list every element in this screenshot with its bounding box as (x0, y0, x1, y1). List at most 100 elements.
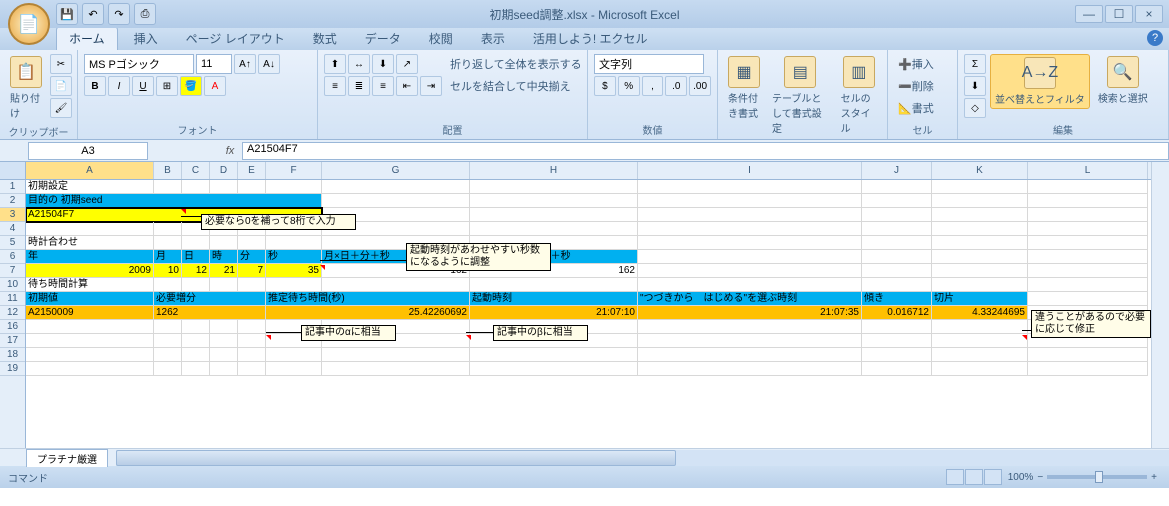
cell-J10[interactable] (862, 278, 932, 292)
grow-font-button[interactable]: A↑ (234, 54, 256, 74)
cell-H19[interactable] (470, 362, 638, 376)
col-header-E[interactable]: E (238, 162, 266, 179)
cell-I4[interactable] (638, 222, 862, 236)
clear-button[interactable]: ◇ (964, 98, 986, 118)
cell-K1[interactable] (932, 180, 1028, 194)
cell-J16[interactable] (862, 320, 932, 334)
cell-L18[interactable] (1028, 348, 1148, 362)
format-painter-button[interactable]: 🖌 (50, 98, 72, 118)
ribbon-tab-2[interactable]: ページ レイアウト (174, 27, 297, 50)
cell-D18[interactable] (210, 348, 238, 362)
wrap-text-button[interactable]: 折り返して全体を表示する (446, 54, 586, 74)
cell-A12[interactable]: A2150009 (26, 306, 154, 320)
cell-A19[interactable] (26, 362, 154, 376)
cell-G1[interactable] (322, 180, 470, 194)
cell-H18[interactable] (470, 348, 638, 362)
cell-K6[interactable] (932, 250, 1028, 264)
normal-view-button[interactable] (946, 469, 964, 485)
cell-L10[interactable] (1028, 278, 1148, 292)
comma-button[interactable]: , (642, 76, 664, 96)
cell-I3[interactable] (638, 208, 862, 222)
ribbon-tab-0[interactable]: ホーム (56, 26, 118, 50)
align-top-button[interactable]: ⬆ (324, 54, 346, 74)
align-middle-button[interactable]: ↔ (348, 54, 370, 74)
cell-B6[interactable]: 月 (154, 250, 182, 264)
ribbon-tab-7[interactable]: 活用しよう! エクセル (521, 27, 660, 50)
cell-I10[interactable] (638, 278, 862, 292)
cell-B7[interactable]: 10 (154, 264, 182, 278)
row-header-5[interactable]: 5 (0, 236, 25, 250)
cell-K11[interactable]: 切片 (932, 292, 1028, 306)
cell-A7[interactable]: 2009 (26, 264, 154, 278)
cell-A2[interactable]: 目的の 初期seed (26, 194, 322, 208)
cell-I18[interactable] (638, 348, 862, 362)
cell-K10[interactable] (932, 278, 1028, 292)
cell-A17[interactable] (26, 334, 154, 348)
cell-E17[interactable] (238, 334, 266, 348)
delete-cells-button[interactable]: ➖削除 (894, 76, 938, 96)
cell-A18[interactable] (26, 348, 154, 362)
formula-input[interactable]: A21504F7 (242, 142, 1169, 160)
align-center-button[interactable]: ≣ (348, 76, 370, 96)
col-header-C[interactable]: C (182, 162, 210, 179)
cell-styles-button[interactable]: ▥セルのスタイル (837, 54, 881, 137)
cell-J2[interactable] (862, 194, 932, 208)
cell-F6[interactable]: 秒 (266, 250, 322, 264)
cell-K4[interactable] (932, 222, 1028, 236)
cell-I2[interactable] (638, 194, 862, 208)
cell-C1[interactable] (182, 180, 210, 194)
cell-J18[interactable] (862, 348, 932, 362)
copy-button[interactable]: 📄 (50, 76, 72, 96)
font-color-button[interactable]: A (204, 76, 226, 96)
cell-D16[interactable] (210, 320, 238, 334)
cell-I17[interactable] (638, 334, 862, 348)
cell-D1[interactable] (210, 180, 238, 194)
cell-L3[interactable] (1028, 208, 1148, 222)
cell-D7[interactable]: 21 (210, 264, 238, 278)
cell-B1[interactable] (154, 180, 182, 194)
autosum-button[interactable]: Σ (964, 54, 986, 74)
cell-G10[interactable] (322, 278, 470, 292)
ribbon-tab-1[interactable]: 挿入 (122, 27, 170, 50)
indent-dec-button[interactable]: ⇤ (396, 76, 418, 96)
col-header-D[interactable]: D (210, 162, 238, 179)
row-header-10[interactable]: 10 (0, 278, 25, 292)
cell-K12[interactable]: 4.33244695 (932, 306, 1028, 320)
ribbon-tab-5[interactable]: 校閲 (417, 27, 465, 50)
number-format-input[interactable] (594, 54, 704, 74)
cell-K7[interactable] (932, 264, 1028, 278)
format-cells-button[interactable]: 📐書式 (894, 98, 938, 118)
cell-A1[interactable]: 初期設定 (26, 180, 154, 194)
find-select-button[interactable]: 🔍検索と選択 (1094, 54, 1152, 107)
cell-C6[interactable]: 日 (182, 250, 210, 264)
cell-J6[interactable] (862, 250, 932, 264)
cell-A6[interactable]: 年 (26, 250, 154, 264)
qat-button-0[interactable]: 💾 (56, 3, 78, 25)
align-bottom-button[interactable]: ⬇ (372, 54, 394, 74)
cell-F12[interactable]: 25.42260692 (266, 306, 470, 320)
row-header-17[interactable]: 17 (0, 334, 25, 348)
percent-button[interactable]: % (618, 76, 640, 96)
cell-B5[interactable] (154, 236, 182, 250)
sheet-tab-active[interactable]: プラチナ厳選 (26, 449, 108, 467)
zoom-slider[interactable] (1047, 475, 1147, 479)
cell-J19[interactable] (862, 362, 932, 376)
cell-E16[interactable] (238, 320, 266, 334)
cell-B12[interactable]: 1262 (154, 306, 266, 320)
horizontal-scrollbar[interactable] (116, 450, 1169, 466)
inc-decimal-button[interactable]: .0 (665, 76, 687, 96)
cell-L2[interactable] (1028, 194, 1148, 208)
cell-L6[interactable] (1028, 250, 1148, 264)
cell-I19[interactable] (638, 362, 862, 376)
cell-H12[interactable]: 21:07:10 (470, 306, 638, 320)
cell-D10[interactable] (210, 278, 238, 292)
cell-L7[interactable] (1028, 264, 1148, 278)
cell-J4[interactable] (862, 222, 932, 236)
font-name-input[interactable] (84, 54, 194, 74)
cell-F10[interactable] (266, 278, 322, 292)
qat-button-2[interactable]: ↷ (108, 3, 130, 25)
cell-A16[interactable] (26, 320, 154, 334)
cell-C10[interactable] (182, 278, 210, 292)
cell-H4[interactable] (470, 222, 638, 236)
format-table-button[interactable]: ▤テーブルとして書式設定 (768, 54, 833, 137)
